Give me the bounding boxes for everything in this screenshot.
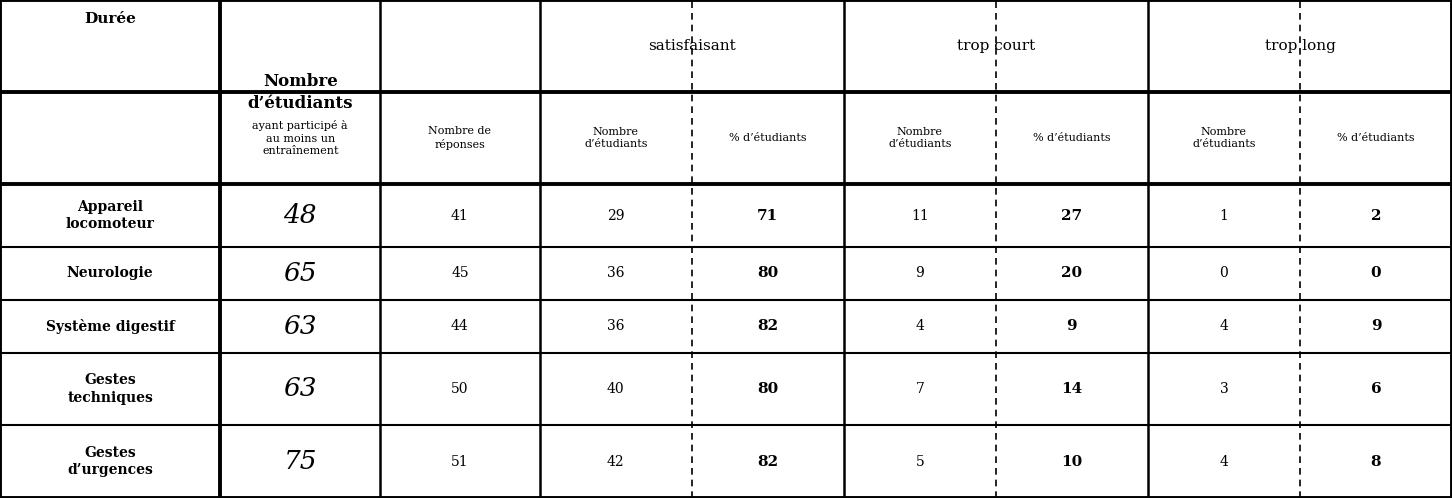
Text: 80: 80: [756, 266, 778, 280]
Text: Nombre de
réponses: Nombre de réponses: [428, 126, 491, 150]
Text: 27: 27: [1061, 209, 1082, 223]
Text: 9: 9: [915, 266, 925, 280]
Text: 36: 36: [607, 319, 624, 333]
Text: 7: 7: [915, 382, 925, 396]
Text: Nombre
d’étudiants: Nombre d’étudiants: [247, 73, 353, 112]
Text: % d’étudiants: % d’étudiants: [1032, 133, 1111, 143]
Text: Gestes
d’urgences: Gestes d’urgences: [67, 446, 152, 477]
Text: 45: 45: [452, 266, 469, 280]
Text: 40: 40: [607, 382, 624, 396]
Text: 8: 8: [1371, 455, 1381, 469]
Text: 6: 6: [1371, 382, 1381, 396]
Text: 14: 14: [1061, 382, 1083, 396]
Text: Appareil
locomoteur: Appareil locomoteur: [65, 200, 155, 231]
Text: 9: 9: [1067, 319, 1077, 333]
Text: Nombre
d’étudiants: Nombre d’étudiants: [584, 127, 648, 149]
Text: 75: 75: [283, 449, 317, 474]
Text: % d’étudiants: % d’étudiants: [1337, 133, 1414, 143]
Text: 4: 4: [1220, 455, 1228, 469]
Text: Nombre
d’étudiants: Nombre d’étudiants: [889, 127, 951, 149]
Text: 0: 0: [1371, 266, 1381, 280]
Text: 29: 29: [607, 209, 624, 223]
Text: 9: 9: [1371, 319, 1381, 333]
Text: 63: 63: [283, 376, 317, 401]
Text: 71: 71: [756, 209, 778, 223]
Text: 42: 42: [607, 455, 624, 469]
Text: 50: 50: [452, 382, 469, 396]
Text: Nombre
d’étudiants: Nombre d’étudiants: [1192, 127, 1256, 149]
Text: Neurologie: Neurologie: [67, 266, 154, 280]
Text: 65: 65: [283, 261, 317, 286]
Text: 44: 44: [452, 319, 469, 333]
Text: 3: 3: [1220, 382, 1228, 396]
Text: 4: 4: [915, 319, 925, 333]
Text: trop long: trop long: [1265, 39, 1336, 53]
Text: 51: 51: [452, 455, 469, 469]
Text: Durée: Durée: [84, 12, 136, 26]
Text: 48: 48: [283, 203, 317, 228]
Text: % d’étudiants: % d’étudiants: [729, 133, 807, 143]
Text: 5: 5: [915, 455, 925, 469]
Text: ayant participé à
au moins un
entraînement: ayant participé à au moins un entraîneme…: [253, 121, 348, 156]
Text: 20: 20: [1061, 266, 1082, 280]
Text: Système digestif: Système digestif: [46, 319, 174, 334]
Text: trop court: trop court: [957, 39, 1035, 53]
Text: satisfaisant: satisfaisant: [648, 39, 736, 53]
Text: 82: 82: [758, 319, 778, 333]
Text: 11: 11: [910, 209, 929, 223]
Text: 80: 80: [756, 382, 778, 396]
Text: 36: 36: [607, 266, 624, 280]
Text: 82: 82: [758, 455, 778, 469]
Text: 1: 1: [1220, 209, 1228, 223]
Text: Gestes
techniques: Gestes techniques: [67, 374, 152, 404]
Text: 10: 10: [1061, 455, 1083, 469]
Text: 63: 63: [283, 314, 317, 339]
Text: 41: 41: [452, 209, 469, 223]
Text: 0: 0: [1220, 266, 1228, 280]
Text: 2: 2: [1371, 209, 1381, 223]
Text: 4: 4: [1220, 319, 1228, 333]
